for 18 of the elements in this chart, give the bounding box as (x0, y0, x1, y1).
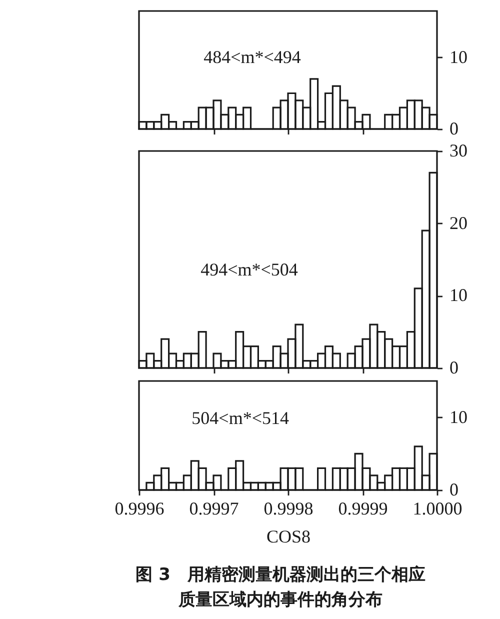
y-tick-label: 10 (450, 46, 468, 67)
y-tick-label: 0 (450, 358, 458, 378)
x-axis-title: COS8 (266, 526, 311, 546)
x-tick-label: 1.0000 (412, 498, 462, 518)
y-tick-label: 0 (450, 118, 458, 138)
y-tick-label: 10 (450, 406, 468, 427)
x-tick-label: 0.9999 (338, 498, 388, 518)
annotation: 494<m*<504 (200, 259, 298, 280)
y-tick-label: 30 (450, 140, 468, 160)
y-tick-label: 0 (450, 480, 458, 500)
x-tick-label: 0.9998 (264, 498, 314, 518)
caption: 图 3 用精密测量机器测出的三个相应质量区域内的事件的角分布 (136, 565, 426, 610)
x-tick-label: 0.9997 (189, 498, 239, 518)
x-tick-label: 0.9996 (114, 498, 164, 518)
annotation: 504<m*<514 (192, 408, 289, 428)
annotation: 484<m*<494 (204, 47, 301, 68)
y-tick-label: 20 (450, 212, 468, 233)
y-tick-label: 10 (450, 285, 468, 306)
